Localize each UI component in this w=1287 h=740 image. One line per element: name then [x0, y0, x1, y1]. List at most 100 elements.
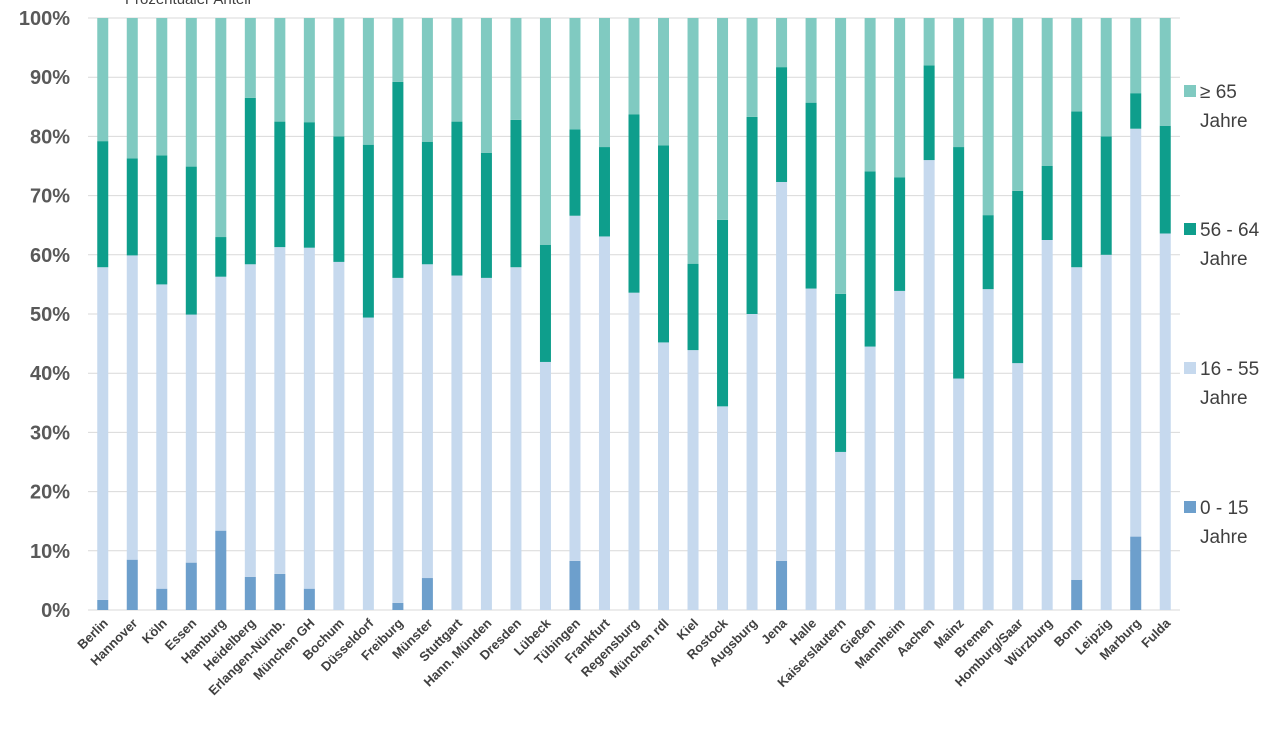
y-tick-label: 60% [30, 245, 70, 267]
bar-segment [747, 18, 758, 117]
bar-segment [658, 18, 669, 145]
bar-segment [1042, 166, 1053, 240]
bar-segment [629, 114, 640, 292]
x-tick-label: Fulda [1138, 615, 1174, 651]
legend: ≥ 65 Jahre 56 - 64 Jahre 16 - 55 Jahre 0 - 15 J… [1184, 82, 1260, 548]
bar-segment [776, 182, 787, 561]
bar-segment [747, 117, 758, 314]
legend-swatch [1184, 223, 1196, 235]
bar-segment [1130, 18, 1141, 93]
bar-segment [97, 18, 108, 141]
bar-segment [215, 531, 226, 610]
bar-segment [688, 264, 699, 350]
y-tick-label: 20% [30, 482, 70, 504]
bar-segment [156, 284, 167, 588]
y-tick-label: 70% [30, 186, 70, 208]
bar-segment [983, 18, 994, 215]
bar-segment [215, 237, 226, 277]
bar-segment [363, 318, 374, 610]
bar-segment [865, 18, 876, 171]
legend-label: 56 - 64 [1200, 220, 1260, 241]
bar-segment [717, 406, 728, 610]
bar-segment [97, 141, 108, 267]
y-axis: 0% 10% 20% 30% 40% 50% 60% 70% 80% 90% 100% [19, 8, 70, 622]
bar-segment [953, 147, 964, 378]
bar-segment [304, 589, 315, 610]
y-tick-label: 30% [30, 422, 70, 444]
bar-segment [983, 289, 994, 610]
bar-segment [510, 18, 521, 120]
bar-segment [540, 245, 551, 362]
bar-segment [510, 267, 521, 610]
bar-segment [97, 600, 108, 610]
bar-segment [953, 18, 964, 147]
bar-segment [127, 18, 138, 158]
bar-segment [865, 347, 876, 610]
bar-segment [127, 255, 138, 559]
bar-segment [392, 18, 403, 82]
bar-segment [186, 167, 197, 315]
bar-segment [806, 18, 817, 103]
bar-segment [392, 82, 403, 278]
legend-label-unit: Jahre [1200, 249, 1248, 270]
bar-segment [717, 220, 728, 406]
bar-segment [481, 153, 492, 278]
bar-segment [776, 18, 787, 67]
bar-segment [392, 603, 403, 610]
bar-segment [1012, 18, 1023, 191]
legend-label-unit: Jahre [1200, 111, 1248, 132]
bar-segment [510, 120, 521, 267]
bar-segment [1101, 255, 1112, 610]
bar-segment [1071, 112, 1082, 268]
bar-segment [806, 103, 817, 289]
y-tick-label: 10% [30, 541, 70, 563]
bar-segment [894, 18, 905, 177]
bar-segment [629, 18, 640, 114]
bar-segment [392, 278, 403, 603]
bar-segment [186, 18, 197, 167]
bar-segment [629, 293, 640, 610]
bar-segment [924, 18, 935, 65]
bar-segment [481, 278, 492, 610]
bar-segment [1042, 240, 1053, 610]
bar-segment [186, 563, 197, 610]
bar-segment [599, 147, 610, 236]
bar-segment [1071, 267, 1082, 580]
bar-segment [540, 362, 551, 610]
bar-segment [688, 18, 699, 264]
bar-segment [569, 18, 580, 129]
bar-segment [97, 267, 108, 600]
bar-segment [1101, 18, 1112, 136]
legend-label-unit: Jahre [1200, 388, 1248, 409]
bar-segment [599, 236, 610, 610]
bar-segment [245, 264, 256, 577]
bar-segment [1071, 18, 1082, 112]
bar-segment [363, 18, 374, 145]
bar-segment [569, 129, 580, 215]
bar-segment [186, 315, 197, 563]
bar-segment [569, 561, 580, 610]
legend-label: ≥ 65 [1200, 82, 1237, 103]
y-tick-label: 40% [30, 363, 70, 385]
bar-segment [333, 262, 344, 610]
y-tick-label: 80% [30, 126, 70, 148]
bar-segment [245, 98, 256, 264]
bar-segment [1160, 233, 1171, 610]
y-axis-label: Prozentualer Anteil [125, 0, 251, 8]
bar-segment [1160, 126, 1171, 234]
bar-segment [274, 247, 285, 574]
bar-segment [894, 291, 905, 610]
legend-swatch [1184, 85, 1196, 97]
bar-segment [215, 277, 226, 531]
bar-segment [245, 577, 256, 610]
bar-segment [540, 18, 551, 245]
bar-segment [156, 155, 167, 284]
y-tick-label: 90% [30, 67, 70, 89]
bar-segment [333, 136, 344, 262]
bar-segment [865, 171, 876, 346]
bar-segment [776, 67, 787, 182]
legend-swatch [1184, 501, 1196, 513]
bar-segment [215, 18, 226, 237]
y-tick-label: 100% [19, 8, 70, 30]
